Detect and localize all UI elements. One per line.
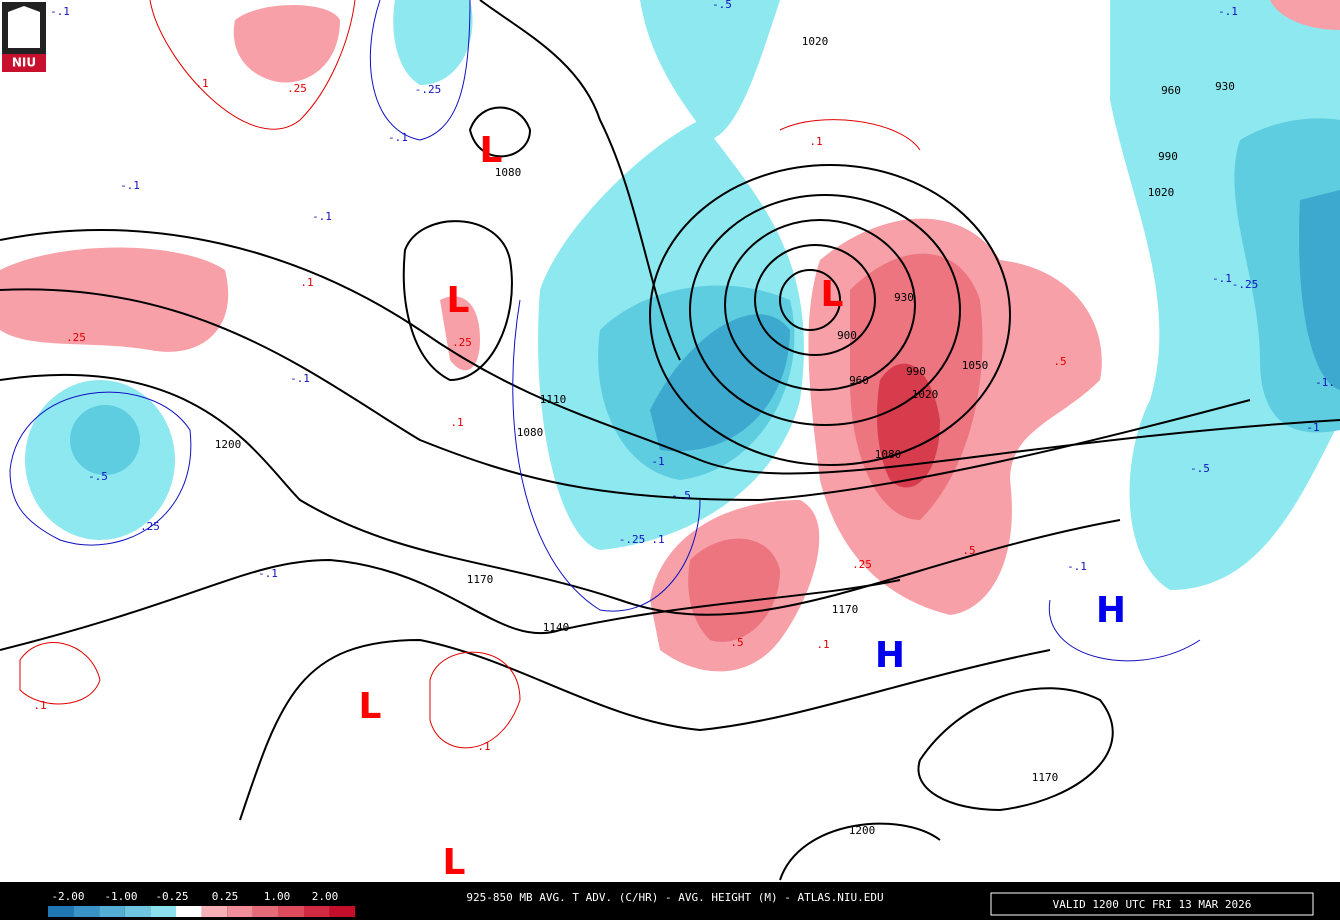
cold-advection-label: -1 [1306, 421, 1319, 434]
height-label: 1170 [832, 603, 859, 616]
warm-advection-label: .5 [730, 636, 743, 649]
colorbar-label: -2.00 [51, 890, 84, 903]
colorbar-swatch [48, 906, 74, 917]
height-label: 1020 [912, 388, 939, 401]
shading [0, 0, 1340, 672]
colorbar-swatch [227, 906, 253, 917]
colorbar-label: 0.25 [212, 890, 239, 903]
height-label: 1170 [1032, 771, 1059, 784]
cold-advection-label: -.1 [388, 131, 408, 144]
height-contours [0, 0, 1340, 881]
cold-advection-label: -1. [1315, 376, 1335, 389]
height-label: 990 [1158, 150, 1178, 163]
warm-advection-label: .1 [300, 276, 313, 289]
warm-advection-label: .1 [809, 135, 822, 148]
cold-advection-label: .1 [651, 533, 664, 546]
contour-labels: 1020 1080 1110 1080 1200 1170 1140 1170 900 930 96… [33, 0, 1335, 883]
valid-box [990, 892, 1314, 916]
height-label: 1080 [495, 166, 522, 179]
high-center: H [1096, 590, 1126, 631]
warm-advection-label: .5 [1053, 355, 1066, 368]
colorbar-swatch [73, 906, 100, 917]
high-center: H [875, 635, 905, 676]
valid-time: VALID 1200 UTC FRI 13 MAR 2026 [1053, 898, 1252, 911]
cold-advection-label: -.5 [671, 489, 691, 502]
height-label: 1020 [802, 35, 829, 48]
height-label: 960 [849, 374, 869, 387]
height-label: 1200 [849, 824, 876, 837]
height-label: 1080 [517, 426, 544, 439]
height-label: 1020 [1148, 186, 1175, 199]
warm-advection-label: .5 [962, 544, 975, 557]
cold-advection-label: -.5 [88, 470, 108, 483]
cold-advection-label: -.25 [1232, 278, 1259, 291]
logo: NIU [2, 2, 46, 72]
cold-advection-label: -.1 [258, 567, 278, 580]
colorbar-swatch [124, 906, 151, 917]
low-center: L [443, 842, 466, 883]
warm-advection-label: .25 [287, 82, 307, 95]
low-center: L [821, 274, 844, 315]
footer-title: 925-850 MB AVG. T ADV. (C/HR) - AVG. HEI… [466, 891, 883, 904]
logo-text: NIU [12, 56, 36, 70]
colorbar-swatch [201, 906, 228, 917]
cold-advection-label: -.1 [1212, 272, 1232, 285]
colorbar-swatch [278, 906, 304, 917]
cold-advection-label: -.25 [415, 83, 442, 96]
colorbar-label: 2.00 [312, 890, 339, 903]
warm-advection-label: .1 [477, 740, 490, 753]
warm-advection-label: .25 [452, 336, 472, 349]
warm-advection-label: .1 [450, 416, 463, 429]
colorbar-swatch [252, 906, 279, 917]
cold-advection-label: -.1 [50, 5, 70, 18]
colorbar-label: -0.25 [155, 890, 188, 903]
colorbar-swatch [150, 906, 176, 917]
colorbar-swatch [176, 906, 202, 917]
height-label: 1110 [540, 393, 567, 406]
height-label: 1050 [962, 359, 989, 372]
height-label: 930 [1215, 80, 1235, 93]
warm-advection-label: .1 [33, 699, 46, 712]
colorbar: -2.00 -1.00 -0.25 0.25 1.00 2.00 [48, 890, 356, 917]
cold-advection-label: -.1 [1218, 5, 1238, 18]
height-label: 960 [1161, 84, 1181, 97]
low-center: L [447, 280, 470, 321]
height-label: 990 [906, 365, 926, 378]
cold-advection-label: -.5 [712, 0, 732, 11]
warm-advection-label: .1 [195, 77, 208, 90]
warm-advection-label: .1 [816, 638, 829, 651]
colorbar-swatch [99, 906, 125, 917]
cold-advection-label: .25 [140, 520, 160, 533]
cold-advection-label: -.1 [312, 210, 332, 223]
colorbar-label: 1.00 [264, 890, 291, 903]
warm-advection-label: .25 [66, 331, 86, 344]
height-label: 1200 [215, 438, 242, 451]
height-label: 1080 [875, 448, 902, 461]
cold-advection-label: -.1 [1067, 560, 1087, 573]
cold-advection-label: -.1 [120, 179, 140, 192]
colorbar-swatch [304, 906, 330, 917]
height-label: 1140 [543, 621, 570, 634]
cold-advection-label: -1 [651, 455, 664, 468]
low-center: L [359, 686, 382, 727]
cold-advection-label: -.25 [619, 533, 646, 546]
cold-advection-label: -.5 [1190, 462, 1210, 475]
height-label: 900 [837, 329, 857, 342]
advection-contours [9, 0, 1201, 749]
low-center: L [480, 130, 503, 171]
height-label: 930 [894, 291, 914, 304]
warm-advection-label: .25 [852, 558, 872, 571]
colorbar-swatch [329, 906, 356, 917]
height-label: 1170 [467, 573, 494, 586]
cold-advection-label: -.1 [290, 372, 310, 385]
colorbar-label: -1.00 [104, 890, 137, 903]
